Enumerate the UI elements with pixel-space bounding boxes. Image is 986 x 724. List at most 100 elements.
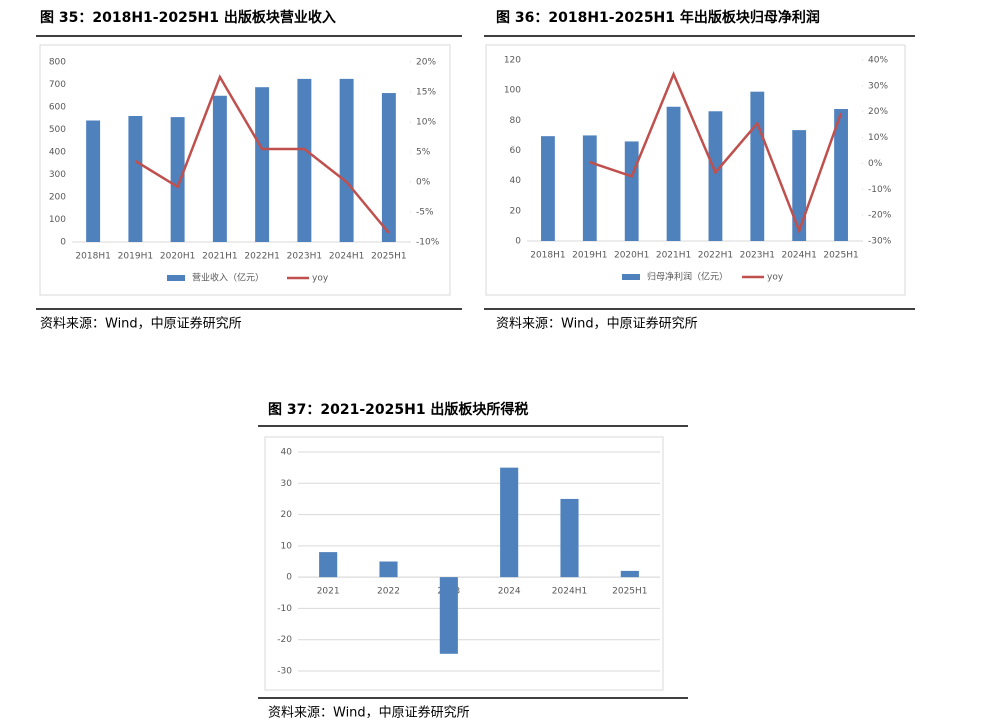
chart-frame	[264, 436, 664, 691]
x-tick-label: 2023H1	[740, 251, 775, 261]
y-tick-label: 100	[504, 86, 521, 96]
bar	[560, 498, 579, 578]
y2-tick-label: -30%	[868, 237, 892, 247]
y2-tick-label: -20%	[868, 211, 892, 221]
y-tick-label: 0	[515, 237, 521, 247]
figure-title: 图 35：2018H1-2025H1 出版板块营业收入	[40, 9, 336, 26]
x-tick-label: 2020H1	[614, 251, 649, 261]
y-tick-label: 200	[49, 193, 66, 203]
bar	[319, 552, 338, 578]
bar	[212, 95, 227, 242]
y2-tick-label: 10%	[868, 133, 888, 143]
bar	[255, 87, 270, 242]
y2-tick-label: 30%	[868, 81, 888, 91]
bar	[297, 78, 312, 242]
y-tick-label: 800	[49, 58, 66, 68]
y-tick-label: 30	[281, 479, 293, 489]
bar	[620, 570, 639, 578]
x-tick-label: 2018H1	[75, 252, 110, 262]
x-tick-label: 2024H1	[781, 251, 816, 261]
x-tick-label: 2019H1	[118, 252, 153, 262]
legend-label: 营业收入（亿元）	[192, 272, 264, 284]
y2-tick-label: 10%	[416, 118, 436, 128]
legend-label: 归母净利润（亿元）	[647, 271, 728, 283]
y-tick-label: 40	[281, 448, 293, 458]
x-tick-label: 2025H1	[823, 251, 858, 261]
y-tick-label: 400	[49, 148, 66, 158]
y2-tick-label: 20%	[868, 107, 888, 117]
bar	[792, 130, 807, 241]
y2-tick-label: 40%	[868, 56, 888, 66]
y-tick-label: 300	[49, 170, 66, 180]
y-tick-label: -10	[277, 604, 292, 614]
x-tick-label: 2020H1	[160, 252, 195, 262]
x-tick-label: 2025H1	[371, 252, 406, 262]
y2-tick-label: -10%	[416, 238, 440, 248]
x-tick-label: 2022H1	[698, 251, 733, 261]
y-tick-label: -20	[277, 635, 292, 645]
y2-tick-label: 0%	[416, 178, 431, 188]
line	[589, 70, 843, 235]
x-tick-label: 2021	[317, 587, 340, 597]
y2-tick-label: -5%	[416, 208, 434, 218]
y-tick-label: 100	[49, 215, 66, 225]
bar	[86, 120, 101, 242]
y-tick-label: 700	[49, 80, 66, 90]
y-tick-label: 60	[510, 146, 522, 156]
x-tick-label: 2024	[498, 587, 521, 597]
chart-frame	[39, 44, 451, 296]
legend-label: yoy	[767, 273, 784, 283]
y-tick-label: 500	[49, 125, 66, 135]
legend-swatch	[622, 274, 640, 280]
bar	[541, 136, 555, 241]
y-tick-label: 600	[49, 103, 66, 113]
y2-tick-label: 15%	[416, 88, 436, 98]
bar	[381, 93, 396, 242]
x-tick-label: 2024H1	[552, 587, 587, 597]
x-tick-label: 2024H1	[329, 252, 364, 262]
y2-tick-label: 0%	[868, 159, 883, 169]
bar	[708, 111, 723, 242]
x-tick-label: 2022H1	[244, 252, 279, 262]
bar	[339, 78, 354, 242]
y-tick-label: 40	[510, 176, 522, 186]
legend-swatch	[167, 275, 185, 281]
x-tick-label: 2022	[377, 587, 400, 597]
bar	[170, 117, 185, 242]
x-tick-label: 2019H1	[572, 251, 607, 261]
figure-title: 图 37：2021-2025H1 出版板块所得税	[268, 401, 528, 418]
y-tick-label: 0	[286, 573, 292, 583]
bar	[379, 561, 398, 578]
x-tick-label: 2018H1	[530, 251, 565, 261]
bar	[624, 141, 639, 241]
bar	[582, 135, 597, 241]
y-tick-label: 20	[281, 510, 293, 520]
bar	[128, 116, 143, 242]
y-tick-label: -30	[277, 667, 292, 677]
bar	[834, 109, 848, 241]
y-tick-label: 80	[510, 116, 522, 126]
x-tick-label: 2023H1	[287, 252, 322, 262]
y2-tick-label: 5%	[416, 148, 431, 158]
source-note: 资料来源：Wind，中原证券研究所	[40, 316, 242, 332]
x-tick-label: 2021H1	[202, 252, 237, 262]
bar	[666, 106, 681, 241]
y-tick-label: 10	[281, 541, 293, 551]
source-note: 资料来源：Wind，中原证券研究所	[496, 316, 698, 332]
legend-label: yoy	[312, 274, 329, 284]
x-tick-label: 2021H1	[656, 251, 691, 261]
x-tick-label: 2025H1	[612, 587, 647, 597]
bar	[500, 467, 519, 578]
y-tick-label: 0	[60, 238, 66, 248]
y2-tick-label: 20%	[416, 58, 436, 68]
source-note: 资料来源：Wind，中原证券研究所	[268, 705, 470, 721]
y-tick-label: 120	[504, 56, 521, 66]
y2-tick-label: -10%	[868, 185, 892, 195]
line	[134, 74, 390, 234]
chart-frame	[485, 44, 906, 296]
figure-title: 图 36：2018H1-2025H1 年出版板块归母净利润	[496, 9, 820, 26]
bar	[439, 577, 458, 654]
y-tick-label: 20	[510, 206, 522, 216]
